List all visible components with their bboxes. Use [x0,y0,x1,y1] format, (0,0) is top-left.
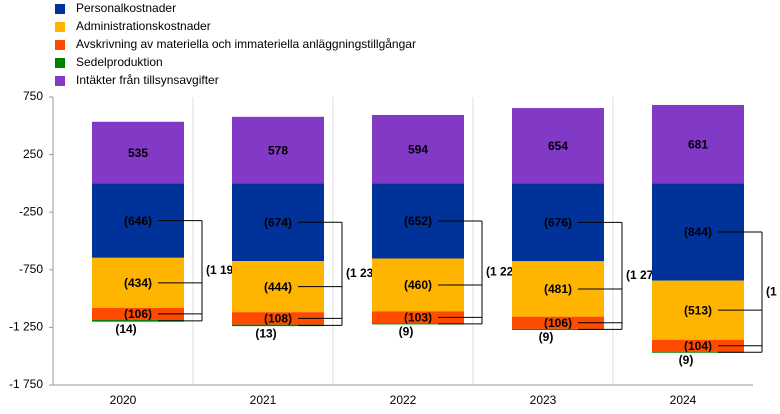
legend-label: Avskrivning av materiella och immateriel… [76,37,416,51]
bar-segment [652,339,744,352]
value-label: (9) [399,325,414,339]
x-tick-label: 2020 [110,393,137,407]
y-tick-label: -1 250 [9,320,43,334]
legend-swatch [55,40,65,50]
y-tick-label: -750 [19,262,43,276]
value-label: (14) [115,322,136,336]
bar-segment [652,351,744,353]
y-tick-label: -250 [19,204,43,218]
x-tick-label: 2023 [530,393,557,407]
legend-swatch [55,4,65,14]
bar-segment [652,104,744,184]
legend-swatch [55,76,65,86]
bar-segment [512,328,604,330]
value-label: (460) [404,278,432,292]
bar-segment [372,311,464,324]
value-label: 654 [548,139,568,153]
value-label: (444) [264,280,292,294]
bar-segment [232,116,324,184]
bar-segment [372,114,464,184]
value-label: (13) [255,326,276,340]
legend-label: Intäkter från tillsynsavgifter [76,73,219,87]
bar-segment [512,316,604,329]
bar-segment [92,121,184,184]
value-label: (646) [124,214,152,228]
y-tick-label: 250 [23,147,43,161]
value-label: (513) [684,303,712,317]
value-label: 578 [268,143,288,157]
value-label: (108) [264,312,292,326]
value-label: (674) [264,215,292,229]
bar-segment [512,108,604,184]
x-tick-label: 2024 [670,393,697,407]
value-label: 681 [688,137,708,151]
bar-segment [372,323,464,325]
value-label: (9) [679,353,694,367]
value-label: (106) [124,307,152,321]
value-label: (104) [684,339,712,353]
value-label: (481) [544,282,572,296]
legend-label: Administrationskostnader [76,19,211,33]
legend-swatch [55,22,65,32]
legend-label: Sedelproduktion [76,55,163,69]
value-label: 535 [128,146,148,160]
bar-segment [92,307,184,321]
legend-swatch [55,58,65,68]
bar-segment [92,320,184,322]
x-tick-label: 2021 [250,393,277,407]
y-tick-label: 750 [23,89,43,103]
total-label: (1 470) [766,284,780,298]
value-label: (106) [544,316,572,330]
value-label: (652) [404,214,432,228]
legend-label: Personalkostnader [76,1,176,15]
y-tick-label: -1 750 [9,377,43,391]
x-tick-label: 2022 [390,393,417,407]
value-label: (676) [544,216,572,230]
value-label: (103) [404,311,432,325]
value-label: (434) [124,276,152,290]
value-label: 594 [408,142,428,156]
value-label: (9) [539,330,554,344]
value-label: (844) [684,225,712,239]
bar-segment [232,324,324,327]
bar-segment [232,312,324,325]
